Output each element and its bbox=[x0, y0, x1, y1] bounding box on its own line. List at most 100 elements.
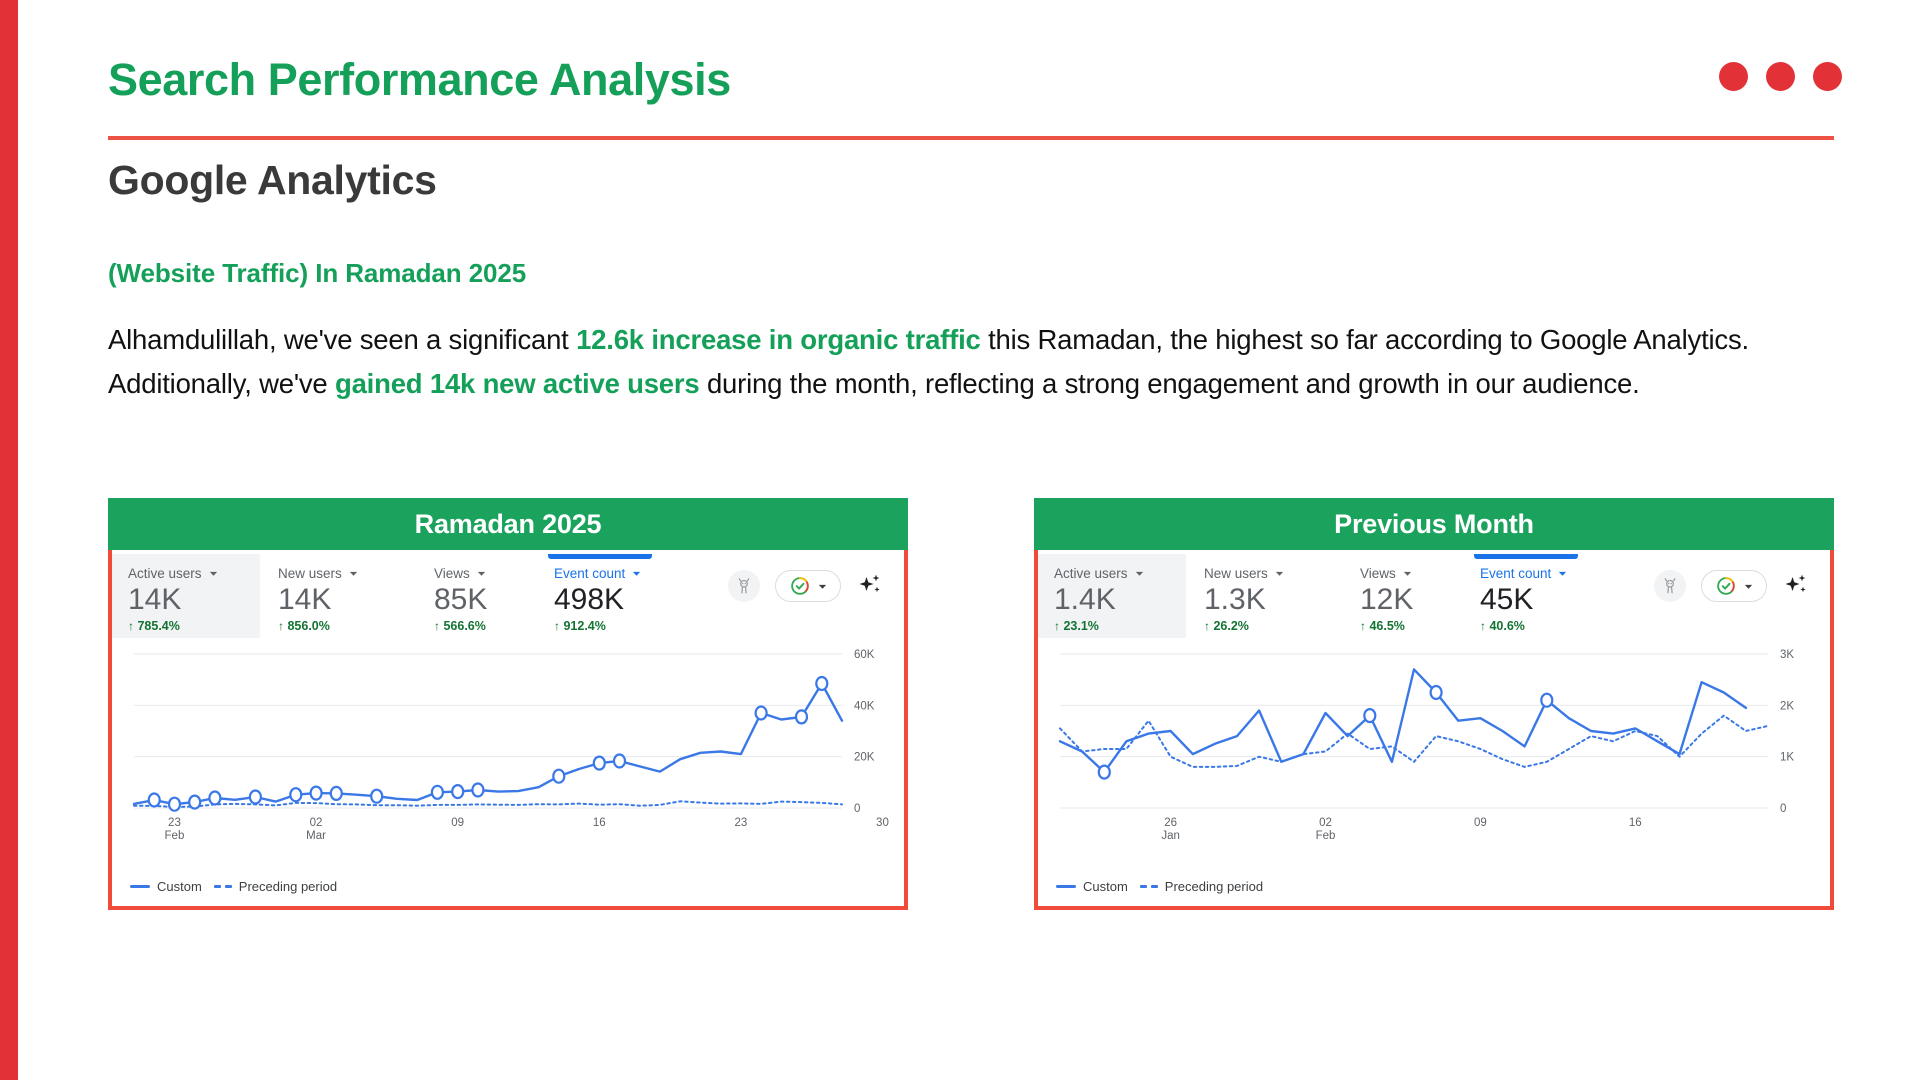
legend-item[interactable]: Preceding period bbox=[213, 879, 338, 894]
metric-tab-active-users[interactable]: Active users 1.4K ↑ 23.1% bbox=[1038, 554, 1186, 638]
chevron-down-icon[interactable] bbox=[1402, 568, 1413, 579]
chart-area: 0 20K 40K 60K 23 Feb 02 Mar 09 16 23 30 bbox=[112, 640, 904, 852]
metric-tab-event-count[interactable]: Event count 45K ↑ 40.6% bbox=[1462, 554, 1622, 638]
active-tab-indicator bbox=[1474, 554, 1578, 559]
paragraph-highlight-1: 12.6k increase in organic traffic bbox=[576, 324, 981, 355]
metric-delta: ↑ 26.2% bbox=[1204, 619, 1249, 633]
legend-solid-swatch bbox=[130, 885, 150, 888]
check-circle-dropdown[interactable] bbox=[775, 570, 841, 602]
legend-label: Custom bbox=[157, 879, 202, 894]
metric-label: New users bbox=[1204, 566, 1342, 581]
metric-tab-new-users[interactable]: New users 14K ↑ 856.0% bbox=[260, 554, 416, 638]
metric-label-text: New users bbox=[1204, 566, 1268, 581]
data-point-marker[interactable] bbox=[370, 788, 384, 804]
data-point-marker[interactable] bbox=[1429, 684, 1443, 701]
metric-value: 14K bbox=[278, 583, 332, 616]
left-accent-bar bbox=[0, 0, 18, 1080]
decorative-dots bbox=[1719, 62, 1842, 91]
legend-item[interactable]: Custom bbox=[1056, 879, 1128, 894]
x-axis-tick-label: 09 bbox=[1474, 817, 1487, 829]
chevron-down-icon[interactable] bbox=[476, 568, 487, 579]
trend-up-icon: ↑ bbox=[278, 619, 284, 633]
y-axis-tick-label: 20K bbox=[854, 752, 875, 764]
data-point-marker[interactable] bbox=[430, 784, 444, 800]
data-point-marker[interactable] bbox=[451, 784, 465, 800]
metric-tab-views[interactable]: Views 85K ↑ 566.6% bbox=[416, 554, 536, 638]
audience-badge-icon[interactable] bbox=[1654, 570, 1686, 602]
data-point-marker[interactable] bbox=[471, 782, 485, 798]
metric-tab-active-users[interactable]: Active users 14K ↑ 785.4% bbox=[112, 554, 260, 638]
chevron-down-icon[interactable] bbox=[817, 581, 828, 592]
metric-delta: ↑ 46.5% bbox=[1360, 619, 1405, 633]
data-point-marker[interactable] bbox=[248, 789, 262, 805]
page-title: Search Performance Analysis bbox=[108, 54, 731, 105]
metric-delta: ↑ 785.4% bbox=[128, 619, 180, 633]
chart-area: 0 1K 2K 3K 26 Jan 02 Feb 09 16 bbox=[1038, 640, 1830, 852]
data-point-marker[interactable] bbox=[592, 755, 606, 771]
y-axis-tick-label: 40K bbox=[854, 700, 875, 712]
metric-value: 498K bbox=[554, 583, 625, 616]
metric-delta: ↑ 23.1% bbox=[1054, 619, 1099, 633]
data-point-marker[interactable] bbox=[147, 792, 161, 808]
data-point-marker[interactable] bbox=[1097, 764, 1111, 780]
metric-label-text: New users bbox=[278, 566, 342, 581]
sparkle-ai-icon[interactable] bbox=[1782, 571, 1812, 601]
legend-label: Preceding period bbox=[238, 879, 338, 894]
data-point-marker[interactable] bbox=[289, 787, 303, 803]
card-controls bbox=[1654, 570, 1812, 602]
data-point-marker[interactable] bbox=[1363, 707, 1377, 724]
legend-solid-swatch bbox=[1056, 885, 1076, 888]
metric-tab-event-count[interactable]: Event count 498K ↑ 912.4% bbox=[536, 554, 696, 638]
card-title: Previous Month bbox=[1334, 508, 1534, 539]
metric-label-text: Event count bbox=[1480, 566, 1552, 581]
series-line-dashed bbox=[1060, 716, 1768, 767]
metric-tab-views[interactable]: Views 12K ↑ 46.5% bbox=[1342, 554, 1462, 638]
analytics-cards: Ramadan 2025 Active users 14K ↑ 785.4% N… bbox=[108, 498, 1834, 910]
chart-legend: Custom Preceding period bbox=[1056, 879, 1263, 894]
paragraph-highlight-2: gained 14k new active users bbox=[334, 368, 700, 399]
x-axis-tick-sublabel: Feb bbox=[165, 830, 185, 842]
chevron-down-icon[interactable] bbox=[631, 568, 642, 579]
chevron-down-icon[interactable] bbox=[1557, 568, 1568, 579]
chevron-down-icon[interactable] bbox=[1134, 568, 1145, 579]
chevron-down-icon[interactable] bbox=[1743, 581, 1754, 592]
data-point-marker[interactable] bbox=[552, 768, 566, 784]
data-point-marker[interactable] bbox=[188, 794, 202, 810]
metrics-strip: Active users 14K ↑ 785.4% New users 14K … bbox=[112, 550, 904, 638]
data-point-marker[interactable] bbox=[167, 796, 182, 812]
x-axis-tick-label: 26 bbox=[1164, 817, 1177, 829]
y-axis-tick-label: 1K bbox=[1780, 752, 1794, 764]
active-tab-indicator bbox=[548, 554, 652, 559]
data-point-marker[interactable] bbox=[815, 675, 829, 692]
audience-badge-icon[interactable] bbox=[728, 570, 760, 602]
legend-label: Custom bbox=[1083, 879, 1128, 894]
chart-legend: Custom Preceding period bbox=[130, 879, 337, 894]
metric-value: 45K bbox=[1480, 583, 1534, 616]
data-point-marker[interactable] bbox=[612, 753, 627, 769]
data-point-marker[interactable] bbox=[1540, 692, 1554, 708]
trend-up-icon: ↑ bbox=[434, 619, 440, 633]
legend-item[interactable]: Custom bbox=[130, 879, 202, 894]
data-point-marker[interactable] bbox=[794, 709, 809, 725]
check-circle-dropdown[interactable] bbox=[1701, 570, 1767, 602]
chevron-down-icon[interactable] bbox=[208, 568, 219, 579]
metric-tab-new-users[interactable]: New users 1.3K ↑ 26.2% bbox=[1186, 554, 1342, 638]
summary-paragraph: Alhamdulillah, we've seen a significant … bbox=[108, 318, 1848, 406]
data-point-marker[interactable] bbox=[309, 785, 323, 801]
slide-page: Search Performance Analysis Google Analy… bbox=[18, 0, 1920, 1080]
chevron-down-icon[interactable] bbox=[1274, 568, 1285, 579]
data-point-marker[interactable] bbox=[208, 790, 222, 806]
data-point-marker[interactable] bbox=[754, 705, 768, 721]
chevron-down-icon[interactable] bbox=[348, 568, 359, 579]
x-axis-tick-label: 23 bbox=[734, 817, 747, 829]
x-axis-tick-label: 30 bbox=[876, 817, 889, 829]
audience-badge-glyph bbox=[738, 578, 750, 594]
legend-item[interactable]: Preceding period bbox=[1139, 879, 1263, 894]
metric-label: Views bbox=[1360, 566, 1462, 581]
metric-label-text: Views bbox=[1360, 566, 1396, 581]
metric-label: Active users bbox=[128, 566, 260, 581]
data-point-marker[interactable] bbox=[329, 785, 343, 801]
sparkle-ai-icon[interactable] bbox=[856, 571, 886, 601]
